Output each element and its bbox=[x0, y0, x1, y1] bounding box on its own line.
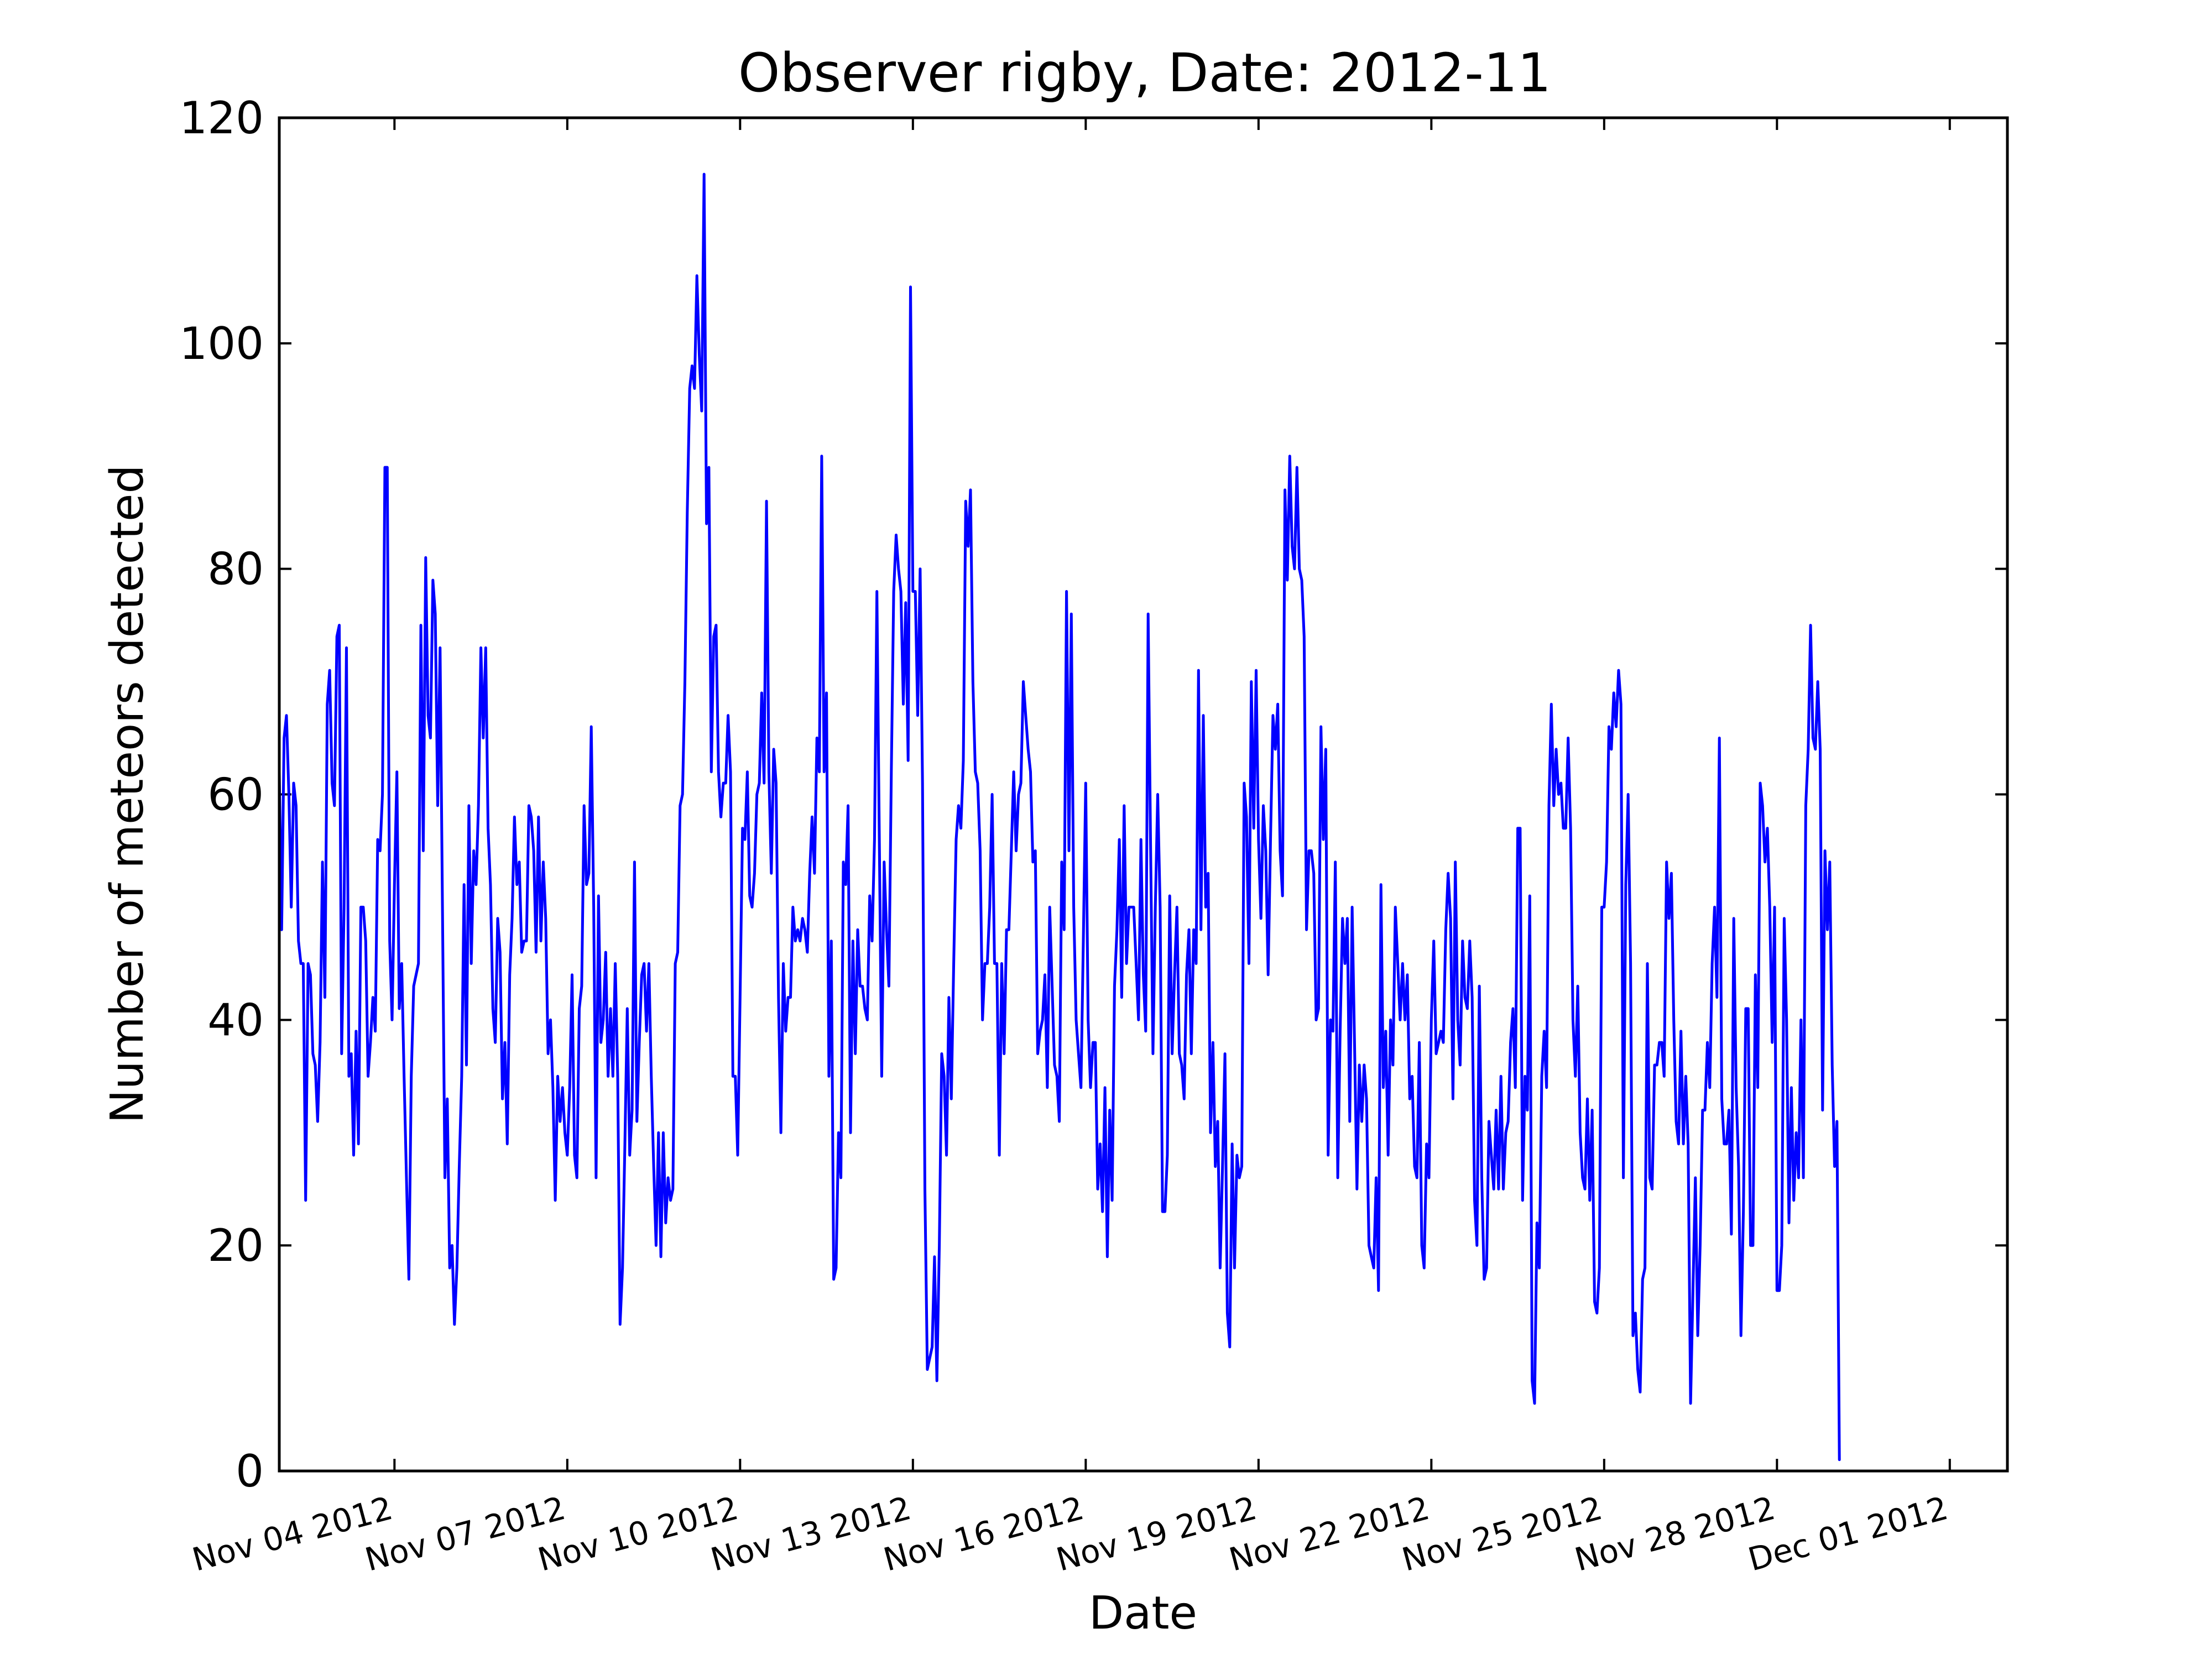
chart-title: Observer rigby, Date: 2012-11 bbox=[738, 42, 1551, 104]
plot-area-frame bbox=[278, 116, 2009, 1473]
y-tick-label: 60 bbox=[207, 769, 264, 821]
y-tick-label: 100 bbox=[179, 318, 264, 369]
y-tick-label: 120 bbox=[179, 92, 264, 144]
x-axis-label: Date bbox=[1089, 1587, 1197, 1640]
y-axis: 0 20 40 60 80 100 120 bbox=[179, 92, 2007, 1497]
y-tick-label: 0 bbox=[236, 1446, 264, 1497]
y-tick-label: 20 bbox=[207, 1220, 264, 1271]
y-tick-label: 80 bbox=[207, 544, 264, 595]
y-axis-label: Number of meteors detected bbox=[101, 465, 154, 1123]
series-line bbox=[278, 173, 1841, 1462]
y-tick-label: 40 bbox=[207, 994, 264, 1046]
